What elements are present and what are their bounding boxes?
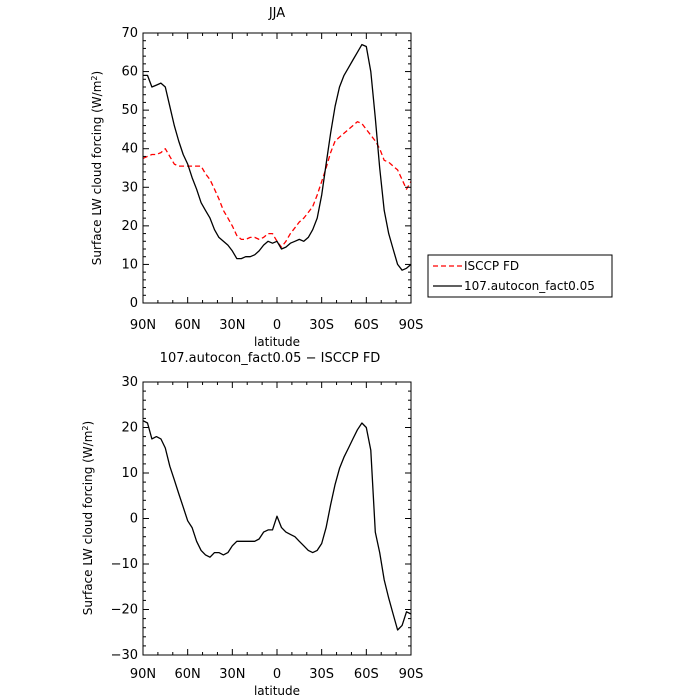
bottom-plot-frame — [142, 381, 412, 656]
bottom-plot-area — [142, 420, 412, 631]
top-x-tick-label: 0 — [273, 318, 281, 333]
top-y-tick-label: 0 — [130, 296, 138, 311]
top-x-tick-label: 60S — [354, 318, 379, 333]
top-x-axis-title: latitude — [254, 335, 300, 349]
top-series-line-1 — [143, 43, 412, 271]
bottom-y-tick-label: −30 — [111, 648, 138, 663]
top-x-tick-label: 60N — [175, 318, 201, 333]
top-y-tick-label: 30 — [121, 180, 138, 195]
bottom-x-tick-label: 90S — [399, 667, 424, 682]
top-y-tick-label: 50 — [121, 103, 138, 118]
bottom-chart: 107.autocon_fact0.05 − ISCCP FD 90N 60N 30… — [81, 351, 424, 698]
bottom-y-tick-label: 30 — [121, 375, 138, 390]
top-x-tick-label: 90S — [399, 318, 424, 333]
legend-label-model: 107.autocon_fact0.05 — [464, 279, 595, 293]
bottom-x-tick-label: 30S — [309, 667, 334, 682]
bottom-y-axis-title-close: ) — [81, 421, 95, 426]
bottom-x-axis: 90N 60N 30N 0 30S 60S 90S — [130, 382, 424, 682]
bottom-y-tick-label: 0 — [130, 512, 138, 527]
legend: ISCCP FD 107.autocon_fact0.05 — [427, 254, 613, 298]
top-y-tick-label: 60 — [121, 65, 138, 80]
top-y-tick-label: 20 — [121, 219, 138, 234]
bottom-y-axis-title-sup: 2 — [81, 426, 90, 431]
bottom-x-axis-title: latitude — [254, 684, 300, 698]
top-x-axis: 90N 60N 30N 0 30S 60S 90S — [130, 33, 424, 333]
bottom-x-tick-label: 60S — [354, 667, 379, 682]
bottom-series-line-0 — [142, 420, 412, 631]
bottom-y-axis-title: Surface LW cloud forcing (W/m2) — [81, 421, 96, 615]
bottom-y-tick-label: −20 — [111, 603, 138, 618]
bottom-y-axis: −30 −20 −10 0 10 20 30 — [111, 375, 411, 663]
top-y-axis-title: Surface LW cloud forcing (W/m2) — [90, 71, 105, 265]
bottom-y-axis-title-main: Surface LW cloud forcing (W/m — [81, 431, 95, 616]
top-series-line-0 — [142, 121, 412, 248]
top-chart-title: JJA — [268, 6, 285, 21]
top-chart: JJA 90N 60N 30N 0 30S 60S 90S 010203040506070 … — [90, 6, 613, 349]
legend-label-isccp: ISCCP FD — [464, 259, 519, 273]
top-y-tick-label: 40 — [121, 142, 138, 157]
top-y-axis-title-main: Surface LW cloud forcing (W/m — [90, 81, 104, 266]
top-y-axis-title-sup: 2 — [90, 76, 99, 81]
top-plot-area — [142, 43, 412, 271]
bottom-x-tick-label: 90N — [130, 667, 156, 682]
top-y-axis-title-close: ) — [90, 71, 104, 76]
bottom-chart-title: 107.autocon_fact0.05 − ISCCP FD — [160, 351, 381, 366]
top-y-tick-label: 10 — [121, 257, 138, 272]
top-x-tick-label: 30S — [309, 318, 334, 333]
bottom-y-tick-label: −10 — [111, 557, 138, 572]
top-y-axis: 0 10 20 30 40 50 60 70 — [121, 26, 411, 311]
bottom-y-tick-label: 10 — [121, 466, 138, 481]
bottom-x-tick-label: 0 — [273, 667, 281, 682]
top-y-tick-label: 70 — [121, 26, 138, 41]
bottom-x-tick-label: 30N — [219, 667, 245, 682]
legend-box — [427, 254, 613, 298]
bottom-x-tick-label: 60N — [175, 667, 201, 682]
top-x-tick-label: 90N — [130, 318, 156, 333]
top-x-tick-label: 30N — [219, 318, 245, 333]
bottom-y-tick-label: 20 — [121, 421, 138, 436]
